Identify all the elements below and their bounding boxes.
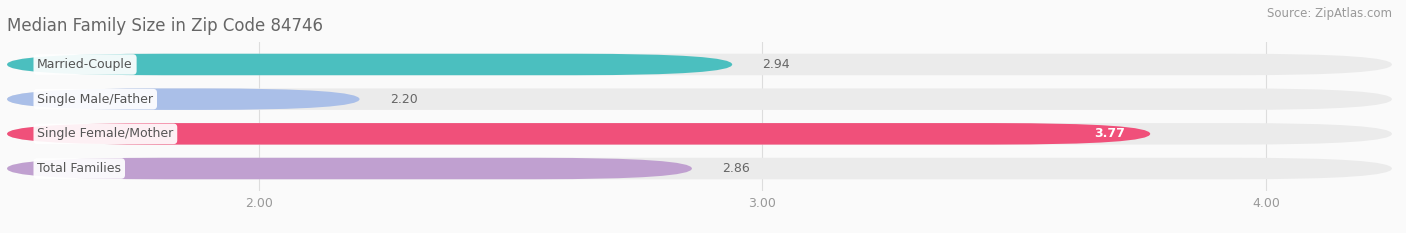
Text: Single Male/Father: Single Male/Father bbox=[37, 93, 153, 106]
Text: Median Family Size in Zip Code 84746: Median Family Size in Zip Code 84746 bbox=[7, 17, 323, 35]
Text: Total Families: Total Families bbox=[37, 162, 121, 175]
FancyBboxPatch shape bbox=[7, 88, 1392, 110]
FancyBboxPatch shape bbox=[7, 158, 692, 179]
FancyBboxPatch shape bbox=[7, 123, 1150, 145]
FancyBboxPatch shape bbox=[7, 158, 1392, 179]
Text: 3.77: 3.77 bbox=[1094, 127, 1125, 140]
Text: 2.20: 2.20 bbox=[389, 93, 418, 106]
FancyBboxPatch shape bbox=[7, 88, 360, 110]
FancyBboxPatch shape bbox=[7, 123, 1392, 145]
FancyBboxPatch shape bbox=[7, 54, 1392, 75]
Text: 2.86: 2.86 bbox=[723, 162, 749, 175]
Text: Married-Couple: Married-Couple bbox=[37, 58, 134, 71]
Text: 2.94: 2.94 bbox=[762, 58, 790, 71]
FancyBboxPatch shape bbox=[7, 54, 733, 75]
Text: Source: ZipAtlas.com: Source: ZipAtlas.com bbox=[1267, 7, 1392, 20]
Text: Single Female/Mother: Single Female/Mother bbox=[37, 127, 173, 140]
